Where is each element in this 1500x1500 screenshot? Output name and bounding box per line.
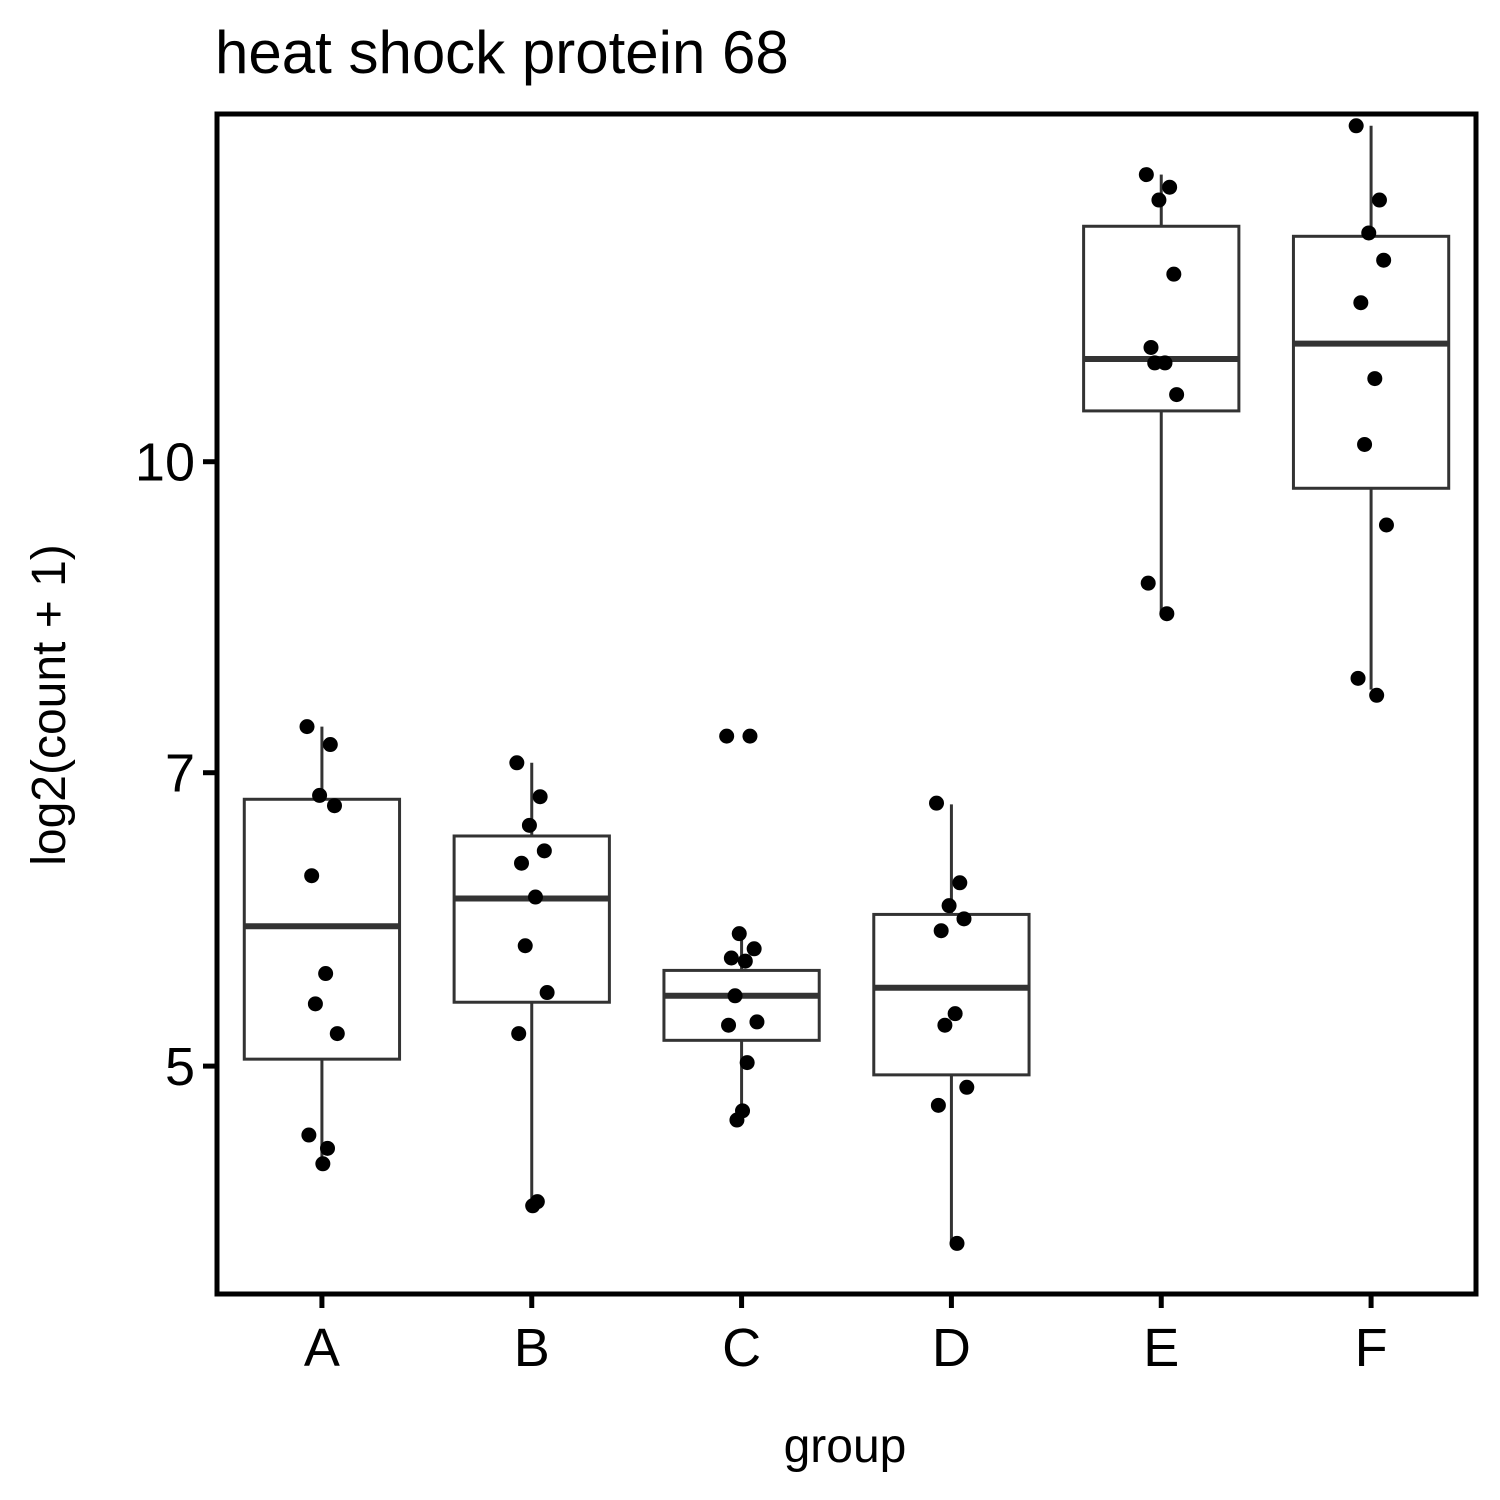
x-tick-label: B [514,1318,550,1378]
data-point [312,787,328,803]
points-c [719,728,765,1128]
x-tick-label: A [304,1318,340,1378]
points-f [1348,118,1394,703]
data-point [719,728,735,744]
data-point [322,737,338,753]
x-axis: A B C D E F [304,1294,1388,1378]
data-point [737,953,753,969]
data-point [947,1006,963,1022]
data-point [315,1156,331,1172]
iqr-box [872,912,1031,1077]
box-a [242,726,402,1164]
y-tick-label: 10 [135,433,195,493]
data-point [739,1055,755,1071]
data-point [1350,670,1366,686]
iqr-box [452,834,611,1004]
data-point [729,1112,745,1128]
data-point [329,1026,345,1042]
iqr-box [662,968,821,1042]
data-point [1361,225,1377,241]
box-f [1291,125,1451,690]
data-point [525,1198,541,1214]
data-point [318,966,334,982]
data-point [749,1014,765,1030]
y-tick-label: 7 [165,744,195,804]
chart-title: heat shock protein 68 [215,19,789,86]
data-point [956,911,972,927]
data-point [742,728,758,744]
data-point [1143,339,1159,355]
data-point [1376,252,1392,268]
data-point [1159,606,1175,622]
data-point [929,795,945,811]
points-b [509,755,555,1214]
data-point [527,889,543,905]
data-point [1378,517,1394,533]
data-point [727,988,743,1004]
points-d [929,795,975,1251]
data-point [511,1026,527,1042]
data-point [320,1140,336,1156]
x-tick-label: C [722,1318,761,1378]
data-point [952,875,968,891]
data-point [301,1127,317,1143]
data-point [1353,295,1369,311]
data-point [1369,687,1385,703]
data-point [1162,179,1178,195]
box-e [1082,174,1241,614]
x-axis-label: group [784,1420,907,1473]
data-point [933,923,949,939]
points-e [1138,167,1185,622]
iqr-box [1291,234,1451,490]
data-point [304,868,320,884]
data-point [514,855,530,871]
x-tick-label: E [1143,1318,1179,1378]
data-point [1348,118,1364,134]
data-point [1169,387,1185,403]
data-point [1140,575,1156,591]
data-point [1166,266,1182,282]
data-point [307,996,323,1012]
data-point [1151,192,1167,208]
data-point [536,843,552,859]
data-point [1157,355,1173,371]
iqr-box [1082,224,1241,413]
data-point [959,1079,975,1095]
x-tick-label: F [1355,1318,1388,1378]
data-point [1367,371,1383,387]
x-tick-label: D [932,1318,971,1378]
box-b [452,762,611,1206]
data-point [937,1017,953,1033]
data-point [1357,436,1373,452]
data-point [1371,192,1387,208]
points-layer [299,118,1394,1251]
data-point [930,1097,946,1113]
y-tick-label: 5 [165,1037,195,1097]
data-point [521,817,537,833]
data-point [746,941,762,957]
data-point [731,926,747,942]
data-point [509,755,525,771]
data-point [517,938,533,954]
y-axis: 5 7 10 [135,433,217,1097]
data-point [723,950,739,966]
data-point [532,789,548,805]
y-axis-label: log2(count + 1) [23,544,76,866]
data-point [949,1235,965,1251]
box-d [872,804,1031,1244]
plot-frame [214,111,1479,1297]
data-point [539,985,555,1001]
points-a [299,719,345,1172]
data-point [326,798,342,814]
boxes-layer [242,125,1451,1244]
data-point [299,719,315,735]
data-point [721,1017,737,1033]
data-point [1138,167,1154,183]
data-point [1147,355,1163,371]
data-point [941,898,957,914]
